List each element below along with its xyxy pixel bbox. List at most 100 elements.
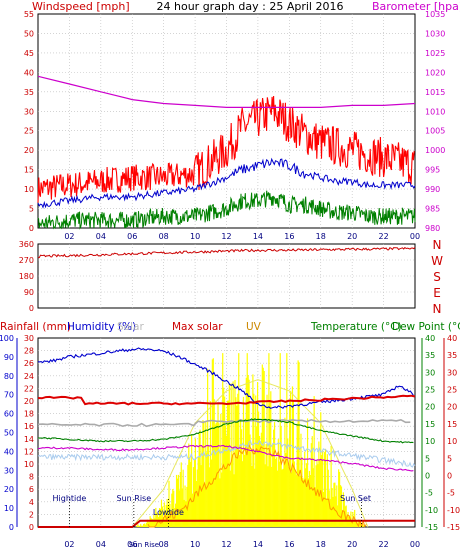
barometer-tick-label: 1015 [425,88,445,97]
average-wind-line [37,157,416,209]
compass-label: N [433,302,442,316]
humidity-tick-label: 0 [9,523,14,532]
wind-x-tick-label: 06 [127,232,137,241]
barometer-tick-label: 1000 [425,146,445,155]
wind-x-tick-label: 12 [221,232,231,241]
rain-tick-label: 16 [24,422,34,431]
wind-x-tick-label: 10 [190,232,200,241]
rain-tick-label: 28 [24,347,34,356]
humidity-tick-label: 20 [4,485,14,494]
humidity-tick-label: 70 [4,391,14,400]
wind-direction-line [37,246,416,259]
max-solar-trace [37,394,416,406]
temperature-tick-label: 15 [425,420,435,429]
bottom-x-tick-label: 12 [221,540,231,549]
rain-tick-label: 2 [29,510,34,519]
humidity-line [37,347,414,409]
dew-point-line [37,444,414,472]
rain-tick-label: 0 [29,523,34,532]
temperature-tick-label: 35 [425,351,435,360]
wind-tick-label: 50 [24,29,34,38]
temperature-label: Temperature (°C) [310,321,402,333]
dew-point-tick-label: 40 [447,334,457,343]
compass-label: N [433,238,442,252]
wind-tick-label: 15 [24,166,34,175]
bottom-x-tick-label: 02 [64,540,74,549]
rain-tick-label: 26 [24,359,34,368]
wind-tick-label: 25 [24,127,34,136]
max-solar-label: Max solar [172,321,223,333]
barometer-tick-label: 980 [425,224,440,233]
barometer-tick-label: 990 [425,185,440,194]
wind-tick-label: 35 [24,88,34,97]
barometer-tick-label: 1030 [425,29,445,38]
dew-point-tick-label: 15 [447,420,457,429]
humidity-tick-label: 90 [4,353,14,362]
wind-x-tick-label: 04 [96,232,106,241]
wind-plot-area [37,13,416,229]
wind-tick-label: 10 [24,185,34,194]
barometer-tick-label: 1005 [425,127,445,136]
bottom-x-tick-label: 00 [410,540,420,549]
wind-x-tick-label: 08 [159,232,169,241]
dew-point-tick-label: 25 [447,386,457,395]
dew-point-tick-label: 5 [447,454,452,463]
direction-tick-label: 0 [29,304,34,313]
temperature-tick-label: 20 [425,403,435,412]
bottom-x-tick-label: 16 [284,540,294,549]
bottom-x-tick-label: 22 [378,540,388,549]
barometer-label: Barometer [hpa] [372,0,460,13]
plot-layer: 5550454035302520151050103510301025102010… [0,10,460,549]
temperature-tick-label: 5 [425,454,430,463]
rain-tick-label: 10 [24,460,34,469]
rain-tick-label: 14 [24,435,34,444]
low-wind-line [37,190,416,230]
wind-x-tick-label: 22 [378,232,388,241]
bottom-x-tick-label: 20 [347,540,357,549]
wind-x-tick-label: 20 [347,232,357,241]
bottom-x-tick-label: 18 [316,540,326,549]
sunrise-axis-label: Sun Rise [129,541,159,549]
wind-tick-label: 0 [29,224,34,233]
event-label: Sun Set [340,494,371,503]
humidity-tick-label: 50 [4,429,14,438]
rain-tick-label: 30 [24,334,34,343]
secondary-humidity-line [37,439,416,468]
bottom-x-tick-label: 08 [159,540,169,549]
humidity-tick-label: 80 [4,372,14,381]
solar-reference-line [37,418,411,428]
windspeed-label: Windspeed [mph] [32,0,130,13]
wind-x-tick-label: 18 [316,232,326,241]
wind-x-tick-label: 00 [410,232,420,241]
humidity-tick-label: 30 [4,466,14,475]
rain-tick-label: 4 [29,498,34,507]
gust-line [37,95,415,203]
dew-point-tick-label: -15 [447,523,460,532]
barometer-tick-label: 1035 [425,10,445,19]
rain-tick-label: 12 [24,447,34,456]
direction-tick-label: 180 [19,272,34,281]
humidity-tick-label: 40 [4,447,14,456]
temperature-tick-label: -10 [425,506,438,515]
dew-point-tick-label: -10 [447,506,460,515]
wind-tick-label: 20 [24,146,34,155]
dew-point-tick-label: -5 [447,489,455,498]
direction-tick-label: 90 [24,288,34,297]
event-label: Sun Rise [117,494,152,503]
barometer-tick-label: 985 [425,205,440,214]
direction-tick-label: 360 [19,240,34,249]
dew-point-tick-label: 35 [447,351,457,360]
dew-point-tick-label: 20 [447,403,457,412]
dew-point-label: Dew Point (°C) [392,321,460,333]
rain-tick-label: 6 [29,485,34,494]
wind-x-tick-label: 16 [284,232,294,241]
wind-tick-label: 40 [24,68,34,77]
wind-tick-label: 45 [24,49,34,58]
event-label: Hightide [53,494,87,503]
barometer-tick-label: 1025 [425,49,445,58]
bottom-x-tick-label: 04 [96,540,106,549]
bottom-x-tick-label: 14 [253,540,263,549]
max-solar-line [131,379,369,528]
graph-title: 24 hour graph day : 25 April 2016 [157,0,344,13]
compass-label: W [431,254,443,268]
